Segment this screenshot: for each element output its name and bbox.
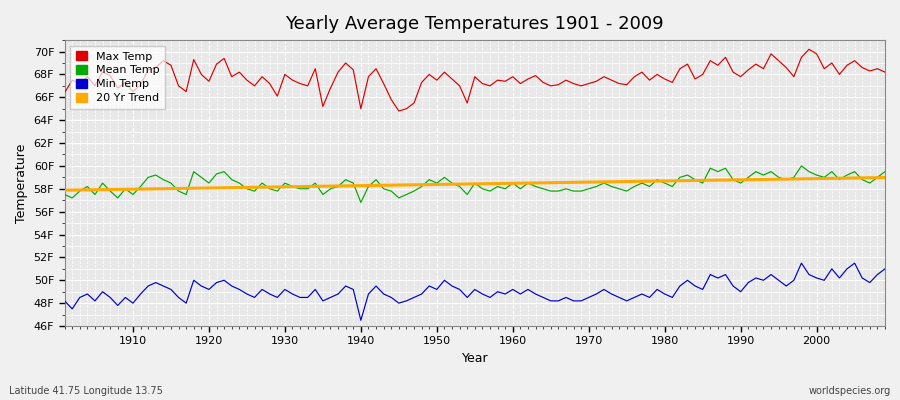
Text: worldspecies.org: worldspecies.org [809, 386, 891, 396]
Legend: Max Temp, Mean Temp, Min Temp, 20 Yr Trend: Max Temp, Mean Temp, Min Temp, 20 Yr Tre… [70, 46, 165, 108]
Title: Yearly Average Temperatures 1901 - 2009: Yearly Average Temperatures 1901 - 2009 [285, 15, 664, 33]
Text: Latitude 41.75 Longitude 13.75: Latitude 41.75 Longitude 13.75 [9, 386, 163, 396]
Y-axis label: Temperature: Temperature [15, 143, 28, 223]
X-axis label: Year: Year [462, 352, 488, 365]
